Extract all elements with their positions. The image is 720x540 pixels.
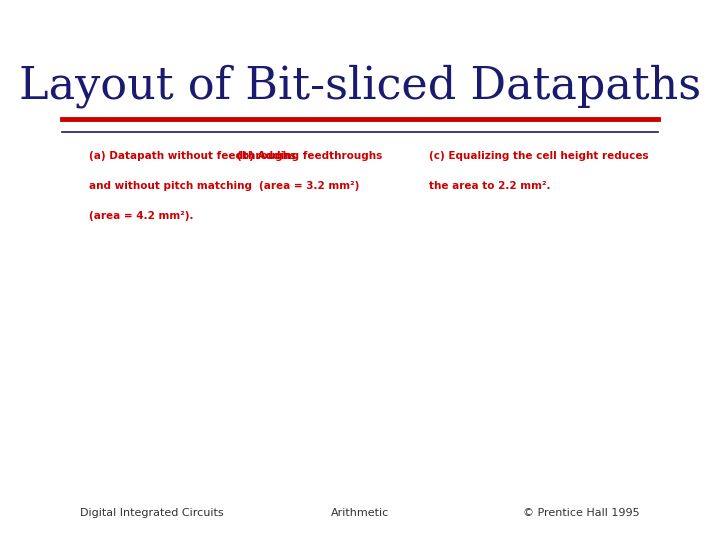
Text: Digital Integrated Circuits: Digital Integrated Circuits [80,508,224,518]
Text: Arithmetic: Arithmetic [331,508,389,518]
Text: (area = 3.2 mm²): (area = 3.2 mm²) [259,181,359,191]
Text: (b) Adding feedthroughs: (b) Adding feedthroughs [237,151,382,161]
Text: and without pitch matching: and without pitch matching [89,181,252,191]
Text: Layout of Bit-sliced Datapaths: Layout of Bit-sliced Datapaths [19,65,701,109]
Text: (area = 4.2 mm²).: (area = 4.2 mm²). [89,211,194,221]
Text: (c) Equalizing the cell height reduces: (c) Equalizing the cell height reduces [428,151,648,161]
Text: (a) Datapath without feedthroughs: (a) Datapath without feedthroughs [89,151,296,161]
Text: © Prentice Hall 1995: © Prentice Hall 1995 [523,508,640,518]
Text: the area to 2.2 mm².: the area to 2.2 mm². [428,181,550,191]
